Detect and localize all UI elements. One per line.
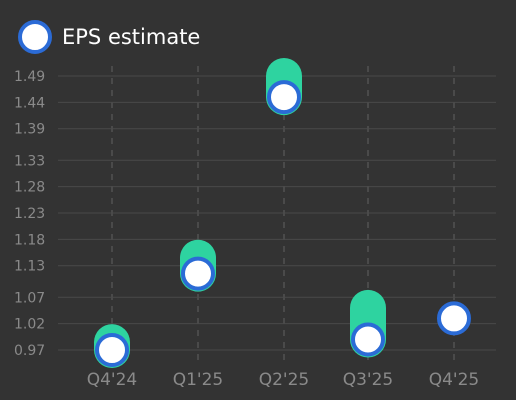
y-tick-label: 0.97 (14, 343, 45, 359)
x-axis-ticks: Q4'24 Q1'25 Q2'25 Q3'25 Q4'25 (87, 370, 480, 390)
eps-estimate-point (351, 322, 385, 357)
y-tick-label: 1.33 (14, 153, 45, 169)
y-tick-label: 1.49 (14, 69, 45, 85)
grid (58, 66, 496, 360)
data-points (95, 80, 471, 367)
x-tick-label: Q3'25 (343, 370, 394, 390)
legend: EPS estimate (18, 20, 200, 54)
legend-marker (18, 20, 52, 54)
eps-estimate-point (267, 80, 301, 115)
x-tick-label: Q2'25 (259, 370, 310, 390)
y-tick-label: 1.02 (14, 317, 45, 333)
y-tick-label: 1.28 (14, 180, 45, 196)
y-tick-label: 1.18 (14, 232, 45, 248)
x-tick-label: Q1'25 (173, 370, 224, 390)
x-tick-label: Q4'25 (429, 370, 480, 390)
legend-label: EPS estimate (62, 25, 200, 49)
y-tick-label: 1.44 (14, 95, 45, 111)
y-tick-label: 1.07 (14, 290, 45, 306)
y-tick-label: 1.39 (14, 122, 45, 138)
eps-estimate-point (181, 256, 215, 291)
y-tick-label: 1.13 (14, 259, 45, 275)
eps-estimate-point (95, 333, 129, 367)
y-tick-label: 1.23 (14, 206, 45, 222)
x-tick-label: Q4'24 (87, 370, 138, 390)
eps-estimate-point (437, 301, 471, 336)
y-axis-ticks: 0.97 1.02 1.07 1.13 1.18 1.23 1.28 1.33 1.39 1.44… (14, 69, 45, 359)
